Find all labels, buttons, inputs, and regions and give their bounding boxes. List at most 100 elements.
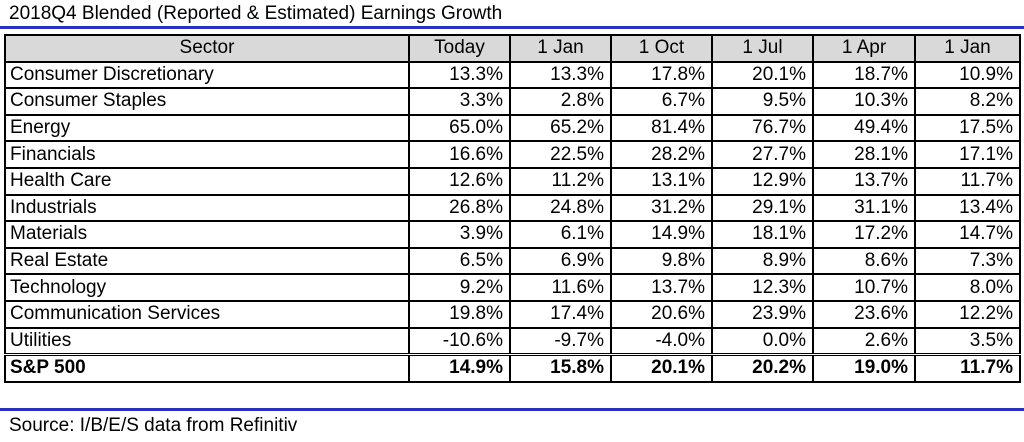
table-row: Industrials 26.8% 24.8% 31.2% 29.1% 31.1% 13.4… — [4, 193, 1021, 223]
growth-value-cell: 13.7% — [812, 166, 916, 196]
sector-name-cell: Energy — [4, 113, 410, 143]
sector-name-cell: Utilities — [4, 326, 410, 356]
total-value-cell: 11.7% — [914, 353, 1021, 383]
growth-value-cell: 49.4% — [812, 113, 916, 143]
growth-value-cell: 11.6% — [509, 273, 612, 302]
column-header-sector: Sector — [4, 34, 410, 63]
table-row: Energy 65.0% 65.2% 81.4% 76.7% 49.4% 17.5% — [4, 113, 1021, 143]
growth-value-cell: 12.3% — [711, 273, 814, 302]
sector-name-cell: Health Care — [4, 166, 410, 196]
growth-value-cell: 16.6% — [408, 140, 511, 169]
sector-name-cell: Materials — [4, 220, 410, 249]
column-header-period: 1 Jan — [914, 34, 1021, 63]
sector-name-cell: Consumer Staples — [4, 87, 410, 116]
column-header-period: 1 Apr — [812, 34, 916, 63]
growth-value-cell: 20.6% — [610, 299, 713, 329]
total-value-cell: 14.9% — [408, 353, 511, 383]
growth-value-cell: 23.9% — [711, 299, 814, 329]
growth-value-cell: -4.0% — [610, 326, 713, 356]
growth-value-cell: 11.2% — [509, 166, 612, 196]
growth-value-cell: -10.6% — [408, 326, 511, 356]
growth-value-cell: 3.3% — [408, 87, 511, 116]
growth-value-cell: 17.1% — [914, 140, 1021, 169]
growth-value-cell: -9.7% — [509, 326, 612, 356]
growth-value-cell: 31.1% — [812, 193, 916, 223]
growth-value-cell: 7.3% — [914, 246, 1021, 276]
growth-value-cell: 2.8% — [509, 87, 612, 116]
growth-value-cell: 0.0% — [711, 326, 814, 356]
growth-value-cell: 11.7% — [914, 166, 1021, 196]
growth-value-cell: 29.1% — [711, 193, 814, 223]
table-row: Consumer Discretionary 13.3% 13.3% 17.8% 20.… — [4, 60, 1021, 90]
earnings-growth-table: Sector Today 1 Jan 1 Oct 1 Jul 1 Apr 1 Jan Con… — [4, 34, 1021, 383]
growth-value-cell: 6.1% — [509, 220, 612, 249]
title-rule — [0, 26, 1024, 29]
growth-value-cell: 14.7% — [914, 220, 1021, 249]
total-label-cell: S&P 500 — [4, 353, 410, 383]
sector-name-cell: Technology — [4, 273, 410, 302]
growth-value-cell: 14.9% — [610, 220, 713, 249]
growth-value-cell: 65.0% — [408, 113, 511, 143]
growth-value-cell: 23.6% — [812, 299, 916, 329]
growth-value-cell: 19.8% — [408, 299, 511, 329]
growth-value-cell: 31.2% — [610, 193, 713, 223]
table-body: Consumer Discretionary 13.3% 13.3% 17.8% 20.… — [4, 60, 1021, 383]
sector-name-cell: Real Estate — [4, 246, 410, 276]
growth-value-cell: 12.9% — [711, 166, 814, 196]
growth-value-cell: 27.7% — [711, 140, 814, 169]
growth-value-cell: 10.7% — [812, 273, 916, 302]
table-row: Utilities -10.6% -9.7% -4.0% 0.0% 2.6% 3.5% — [4, 326, 1021, 356]
growth-value-cell: 8.6% — [812, 246, 916, 276]
source-note: Source: I/B/E/S data from Refinitiv — [9, 415, 298, 436]
total-value-cell: 19.0% — [812, 353, 916, 383]
total-value-cell: 15.8% — [509, 353, 612, 383]
growth-value-cell: 76.7% — [711, 113, 814, 143]
table-row: Real Estate 6.5% 6.9% 9.8% 8.9% 8.6% 7.3% — [4, 246, 1021, 276]
growth-value-cell: 9.8% — [610, 246, 713, 276]
table-row: Communication Services 19.8% 17.4% 20.6% 23.… — [4, 299, 1021, 329]
growth-value-cell: 22.5% — [509, 140, 612, 169]
growth-value-cell: 17.2% — [812, 220, 916, 249]
sector-name-cell: Financials — [4, 140, 410, 169]
growth-value-cell: 10.9% — [914, 60, 1021, 90]
growth-value-cell: 2.6% — [812, 326, 916, 356]
growth-value-cell: 18.7% — [812, 60, 916, 90]
growth-value-cell: 18.1% — [711, 220, 814, 249]
growth-value-cell: 6.5% — [408, 246, 511, 276]
sector-name-cell: Consumer Discretionary — [4, 60, 410, 90]
growth-value-cell: 17.4% — [509, 299, 612, 329]
footer-rule — [0, 408, 1024, 411]
growth-value-cell: 3.5% — [914, 326, 1021, 356]
growth-value-cell: 81.4% — [610, 113, 713, 143]
growth-value-cell: 13.4% — [914, 193, 1021, 223]
growth-value-cell: 17.5% — [914, 113, 1021, 143]
growth-value-cell: 12.6% — [408, 166, 511, 196]
growth-value-cell: 8.0% — [914, 273, 1021, 302]
column-header-period: Today — [408, 34, 511, 63]
growth-value-cell: 13.3% — [408, 60, 511, 90]
growth-value-cell: 26.8% — [408, 193, 511, 223]
growth-value-cell: 13.7% — [610, 273, 713, 302]
growth-value-cell: 65.2% — [509, 113, 612, 143]
growth-value-cell: 6.7% — [610, 87, 713, 116]
growth-value-cell: 28.1% — [812, 140, 916, 169]
growth-value-cell: 3.9% — [408, 220, 511, 249]
table-row: Health Care 12.6% 11.2% 13.1% 12.9% 13.7% 11.7… — [4, 166, 1021, 196]
column-header-period: 1 Jul — [711, 34, 814, 63]
growth-value-cell: 10.3% — [812, 87, 916, 116]
table-title: 2018Q4 Blended (Reported & Estimated) Ea… — [9, 3, 503, 24]
table-row: Consumer Staples 3.3% 2.8% 6.7% 9.5% 10.3% 8.2… — [4, 87, 1021, 116]
table-row: Technology 9.2% 11.6% 13.7% 12.3% 10.7% 8.0% — [4, 273, 1021, 302]
sector-name-cell: Industrials — [4, 193, 410, 223]
growth-value-cell: 13.3% — [509, 60, 612, 90]
total-value-cell: 20.2% — [711, 353, 814, 383]
growth-value-cell: 12.2% — [914, 299, 1021, 329]
table-row: Materials 3.9% 6.1% 14.9% 18.1% 17.2% 14.7% — [4, 220, 1021, 249]
growth-value-cell: 9.5% — [711, 87, 814, 116]
column-header-period: 1 Oct — [610, 34, 713, 63]
growth-value-cell: 28.2% — [610, 140, 713, 169]
total-row: S&P 500 14.9% 15.8% 20.1% 20.2% 19.0% 11.7% — [4, 353, 1021, 383]
total-value-cell: 20.1% — [610, 353, 713, 383]
header-row: Sector Today 1 Jan 1 Oct 1 Jul 1 Apr 1 Jan — [4, 34, 1021, 63]
growth-value-cell: 24.8% — [509, 193, 612, 223]
